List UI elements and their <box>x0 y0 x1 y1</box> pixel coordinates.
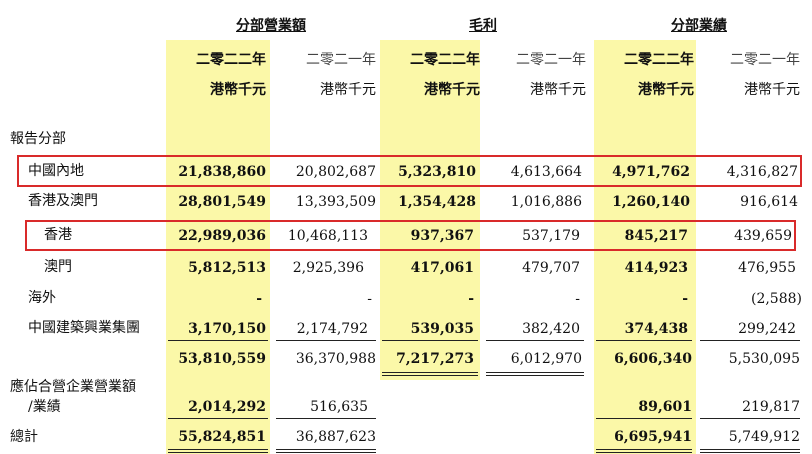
unit-header-revenue-2021: 港幣千元 <box>320 82 376 98</box>
rule-total-results-2022 <box>596 418 692 419</box>
cell: 299,242 <box>738 321 796 337</box>
row-label-macau: 澳門 <box>44 259 72 275</box>
cell: - <box>682 291 688 307</box>
cell: - <box>256 291 262 307</box>
cell: 13,393,509 <box>295 194 376 210</box>
double-rule-total-revenue-2022 <box>168 449 268 453</box>
highlight-box-mainland <box>17 155 802 187</box>
rule-results-2021 <box>700 340 800 341</box>
total-cell: 6,695,941 <box>614 429 692 445</box>
highlight-col-revenue-2022 <box>166 40 270 454</box>
cell: 937,367 <box>410 228 474 244</box>
rule-revenue-2022 <box>168 340 268 341</box>
cell: - <box>468 291 474 307</box>
subtotal-cell: 7,217,273 <box>396 351 474 367</box>
cell: 20,802,687 <box>295 164 376 180</box>
year-header-results-2022: 二零二二年 <box>624 52 694 68</box>
row-label-cscd: 中國建築興業集團 <box>28 320 140 336</box>
cell: 10,468,113 <box>287 228 368 244</box>
highlight-col-gp-2022 <box>380 40 480 380</box>
cell: 5,323,810 <box>398 164 476 180</box>
subtotal-cell: 6,012,970 <box>510 351 582 367</box>
cell: 845,217 <box>624 228 688 244</box>
year-header-results-2021: 二零二一年 <box>730 52 800 68</box>
cell: 916,614 <box>740 194 798 210</box>
cell: 2,174,792 <box>296 321 368 337</box>
group-header-revenue: 分部營業額 <box>236 18 306 34</box>
year-header-gp-2022: 二零二二年 <box>410 52 480 68</box>
subtotal-cell: 5,530,095 <box>728 351 800 367</box>
cell: - <box>367 291 372 307</box>
unit-header-revenue-2022: 港幣千元 <box>210 82 266 98</box>
jv-cell: 2,014,292 <box>188 399 266 415</box>
jv-cell: 516,635 <box>310 399 368 415</box>
rule-gp-2021 <box>486 340 584 341</box>
cell: 1,354,428 <box>398 194 476 210</box>
cell: 382,420 <box>522 321 580 337</box>
cell: 22,989,036 <box>178 228 266 244</box>
year-header-revenue-2021: 二零二一年 <box>306 52 376 68</box>
row-label-overseas: 海外 <box>28 290 56 306</box>
group-header-gross-profit: 毛利 <box>469 18 497 34</box>
cell: 539,035 <box>410 321 474 337</box>
cell: 439,659 <box>734 228 792 244</box>
unit-header-results-2021: 港幣千元 <box>744 82 800 98</box>
cell: 28,801,549 <box>178 194 266 210</box>
cell: 479,707 <box>522 260 580 276</box>
unit-header-gp-2021: 港幣千元 <box>530 82 586 98</box>
cell: - <box>575 291 580 307</box>
cell: 374,438 <box>624 321 688 337</box>
jv-cell: 89,601 <box>638 399 692 415</box>
total-cell: 5,749,912 <box>728 429 800 445</box>
rule-gp-2022 <box>382 340 478 341</box>
rule-results-2022 <box>596 340 692 341</box>
unit-header-gp-2022: 港幣千元 <box>424 82 480 98</box>
cell: 5,812,513 <box>188 260 266 276</box>
highlight-box-hong-kong <box>25 220 796 251</box>
subtotal-cell: 53,810,559 <box>178 351 266 367</box>
rule-revenue-2021 <box>276 340 376 341</box>
group-header-results: 分部業績 <box>671 18 727 34</box>
jv-label-line2: /業績 <box>28 399 61 415</box>
cell: 417,061 <box>410 260 474 276</box>
year-header-revenue-2022: 二零二二年 <box>196 52 266 68</box>
subtotal-cell: 6,606,340 <box>614 351 692 367</box>
total-label: 總計 <box>10 429 38 445</box>
total-cell: 55,824,851 <box>178 429 266 445</box>
jv-cell: 219,817 <box>742 399 800 415</box>
row-label-hk: 香港 <box>44 227 72 243</box>
double-rule-gp-2022 <box>382 372 478 376</box>
row-label-hk-macau: 香港及澳門 <box>28 193 98 209</box>
cell: 4,613,664 <box>510 164 582 180</box>
cell: 1,016,886 <box>510 194 582 210</box>
year-header-gp-2021: 二零二一年 <box>516 52 586 68</box>
cell: 21,838,860 <box>178 164 266 180</box>
double-rule-total-results-2022 <box>596 449 692 453</box>
cell: 1,260,140 <box>612 194 690 210</box>
cell: 3,170,150 <box>188 321 266 337</box>
rule-total-revenue-2022 <box>168 418 268 419</box>
cell: (2,588) <box>750 291 802 307</box>
row-label-mainland: 中國內地 <box>28 163 84 179</box>
double-rule-total-revenue-2021 <box>276 449 376 453</box>
cell: 4,316,827 <box>726 164 798 180</box>
double-rule-gp-2021 <box>486 372 584 376</box>
cell: 414,923 <box>624 260 688 276</box>
total-cell: 36,887,623 <box>295 429 376 445</box>
section-label: 報告分部 <box>10 131 66 147</box>
jv-label-line1: 應佔合營企業營業額 <box>10 379 136 395</box>
rule-total-revenue-2021 <box>276 418 376 419</box>
cell: 476,955 <box>738 260 796 276</box>
unit-header-results-2022: 港幣千元 <box>638 82 694 98</box>
subtotal-cell: 36,370,988 <box>295 351 376 367</box>
cell: 537,179 <box>522 228 580 244</box>
double-rule-total-results-2021 <box>700 449 800 453</box>
cell: 4,971,762 <box>612 164 690 180</box>
rule-total-results-2021 <box>700 418 800 419</box>
highlight-col-results-2022 <box>594 40 696 454</box>
cell: 2,925,396 <box>292 260 364 276</box>
